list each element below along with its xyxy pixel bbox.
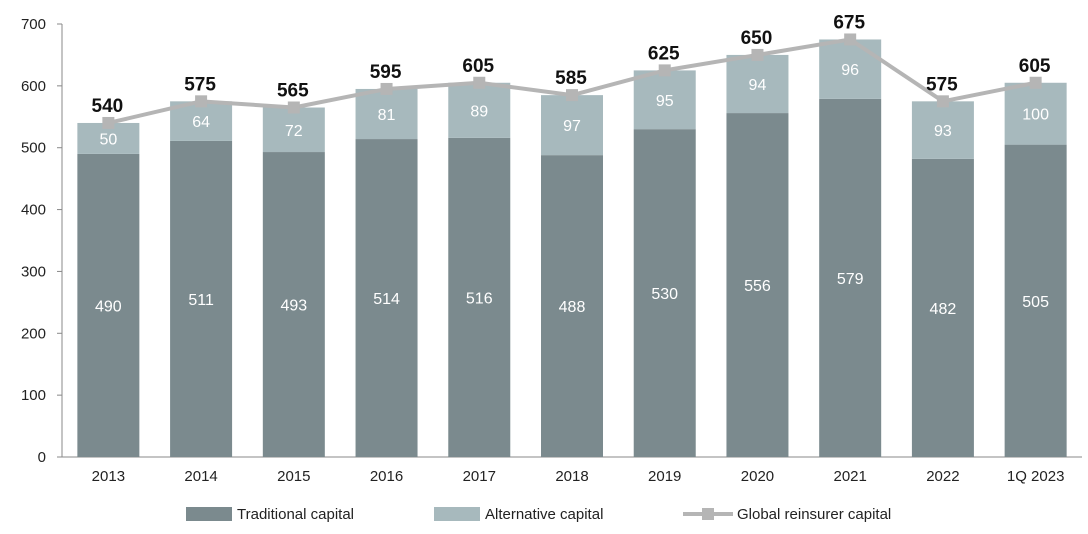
bar-traditional-capital — [355, 139, 418, 457]
data-label-traditional: 514 — [373, 291, 400, 308]
bars — [77, 39, 1067, 458]
point-global-reinsurer-capital — [287, 101, 300, 114]
x-tick-label: 2018 — [555, 468, 588, 485]
x-tick-label: 2015 — [277, 468, 310, 485]
data-label-alternative: 96 — [841, 62, 859, 79]
y-tick-label: 400 — [21, 202, 46, 219]
data-label-alternative: 72 — [285, 123, 303, 140]
x-tick-label: 2016 — [370, 468, 403, 485]
point-global-reinsurer-capital — [102, 116, 115, 129]
legend: Traditional capital Alternative capital Gl… — [186, 506, 891, 523]
bar-traditional-capital — [1004, 144, 1067, 457]
data-label-total: 575 — [926, 74, 958, 95]
x-tick-label: 2020 — [741, 468, 774, 485]
legend-label-global: Global reinsurer capital — [737, 506, 891, 523]
x-tick-label: 2022 — [926, 468, 959, 485]
x-tick-label: 2019 — [648, 468, 681, 485]
point-global-reinsurer-capital — [1029, 76, 1042, 89]
data-label-total: 625 — [648, 43, 680, 64]
y-tick-label: 100 — [21, 387, 46, 404]
bar-traditional-capital — [170, 140, 233, 457]
x-tick-label: 2014 — [184, 468, 217, 485]
data-label-traditional: 505 — [1022, 294, 1049, 311]
point-global-reinsurer-capital — [844, 33, 857, 46]
bar-traditional-capital — [541, 155, 603, 457]
data-label-alternative: 64 — [192, 114, 210, 131]
data-label-alternative: 97 — [563, 118, 581, 135]
y-tick-label: 200 — [21, 325, 46, 342]
point-global-reinsurer-capital — [936, 95, 949, 108]
data-label-traditional: 482 — [930, 301, 957, 318]
legend-label-alternative: Alternative capital — [485, 506, 603, 523]
data-label-traditional: 516 — [466, 290, 493, 307]
data-label-total: 585 — [555, 68, 587, 89]
legend-swatch-alternative — [434, 507, 480, 521]
point-global-reinsurer-capital — [473, 76, 486, 89]
data-label-total: 605 — [1019, 56, 1051, 77]
data-label-total: 675 — [833, 12, 865, 33]
data-label-alternative: 95 — [656, 93, 674, 110]
legend-swatch-marker — [702, 508, 714, 520]
x-tick-label: 1Q 2023 — [1007, 468, 1065, 485]
data-label-traditional: 490 — [95, 298, 122, 315]
data-label-traditional: 530 — [651, 286, 678, 303]
x-tick-label: 2013 — [92, 468, 125, 485]
point-global-reinsurer-capital — [751, 48, 764, 61]
data-label-total: 540 — [92, 96, 124, 117]
data-label-alternative: 89 — [470, 103, 488, 120]
data-label-alternative: 81 — [378, 107, 396, 124]
bar-alternative-capital — [911, 101, 974, 159]
data-label-traditional: 511 — [188, 292, 214, 309]
y-tick-label: 0 — [38, 449, 46, 466]
y-tick-label: 500 — [21, 140, 46, 157]
bar-traditional-capital — [262, 152, 325, 457]
x-tick-label: 2017 — [463, 468, 496, 485]
y-tick-label: 600 — [21, 78, 46, 95]
data-label-traditional: 493 — [280, 298, 307, 315]
data-label-alternative: 94 — [749, 77, 767, 94]
bar-traditional-capital — [77, 153, 140, 457]
segment-labels: 490 50 511 64 493 72 514 81 516 89 488 97 530 95 556 94… — [95, 62, 1049, 318]
data-label-total: 605 — [462, 56, 494, 77]
data-label-traditional: 488 — [559, 299, 586, 316]
x-tick-label: 2021 — [833, 468, 866, 485]
data-label-alternative: 100 — [1022, 107, 1049, 124]
point-global-reinsurer-capital — [658, 64, 671, 77]
total-line — [102, 33, 1042, 129]
data-label-alternative: 50 — [99, 131, 117, 148]
data-label-total: 575 — [184, 74, 216, 95]
bar-traditional-capital — [448, 137, 511, 457]
legend-label-traditional: Traditional capital — [237, 506, 354, 523]
bar-traditional-capital — [726, 113, 789, 458]
data-label-alternative: 93 — [934, 123, 952, 140]
bar-alternative-capital — [726, 54, 789, 114]
y-axis: 0 100 200 300 400 500 600 700 — [21, 16, 63, 466]
bar-alternative-capital — [1004, 82, 1067, 145]
bar-traditional-capital — [911, 158, 974, 457]
data-label-total: 650 — [741, 28, 773, 49]
y-tick-label: 300 — [21, 263, 46, 280]
bar-alternative-capital — [819, 39, 882, 99]
bar-alternative-capital — [448, 82, 511, 138]
x-axis: 2013 2014 2015 2016 2017 2018 2019 2020 2021 2022… — [62, 456, 1082, 485]
data-label-total: 565 — [277, 81, 309, 102]
bar-alternative-capital — [633, 70, 696, 130]
bar-traditional-capital — [819, 98, 882, 458]
bar-alternative-capital — [262, 107, 325, 153]
point-global-reinsurer-capital — [380, 82, 393, 95]
data-label-traditional: 579 — [837, 271, 864, 288]
bar-alternative-capital — [541, 95, 603, 156]
point-global-reinsurer-capital — [195, 95, 208, 108]
y-tick-label: 700 — [21, 16, 46, 33]
legend-swatch-traditional — [186, 507, 232, 521]
bar-traditional-capital — [633, 129, 696, 457]
point-global-reinsurer-capital — [566, 89, 578, 102]
data-label-total: 595 — [370, 62, 402, 83]
total-labels: 540 575 565 595 605 585 625 650 675 575 605 — [92, 12, 1051, 117]
data-label-traditional: 556 — [744, 278, 771, 295]
bar-alternative-capital — [355, 88, 418, 140]
